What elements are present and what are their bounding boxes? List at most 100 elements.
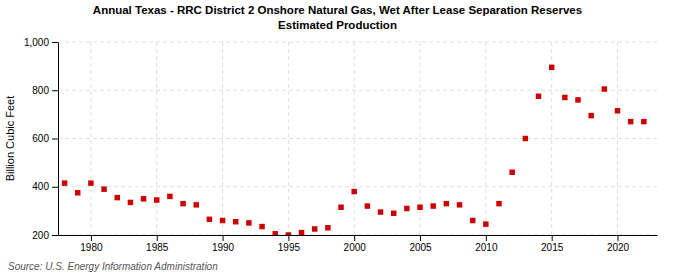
tick-label: 1,000 [24,37,49,48]
tick-label: 1990 [212,242,235,253]
tick-mark [91,235,92,241]
point [457,202,462,207]
point [312,226,317,231]
tick-mark [552,235,553,241]
tick: 2000 [344,235,367,253]
tick-label: 1985 [146,242,169,253]
tick: 1985 [146,235,169,253]
point [128,200,133,205]
point [483,221,488,226]
grid-line [156,42,157,235]
tick: 2010 [475,235,498,253]
tick-label: 2000 [344,242,367,253]
point [523,136,528,141]
tick-label: 200 [32,230,49,241]
point [233,219,238,224]
tick-mark [52,235,58,236]
tick-mark [52,42,58,43]
axis-line [59,235,658,236]
point [75,190,80,195]
point [88,180,93,185]
point [180,201,185,206]
point [470,218,475,223]
point [338,205,343,210]
grid-line [288,42,289,235]
point [536,94,541,99]
tick-mark [420,235,421,241]
point [141,196,146,201]
grid-line [58,138,657,139]
tick-mark [52,139,58,140]
tick-mark [52,90,58,91]
grid [58,42,657,235]
point [154,197,159,202]
tick-mark [157,235,158,241]
grid-line [58,90,657,91]
tick-label: 400 [32,181,49,192]
axis-line [58,43,59,236]
tick-label: 1980 [80,242,103,253]
point [365,203,370,208]
tick-mark [354,235,355,241]
grid-line [58,235,657,236]
tick: 400 [32,181,58,192]
point [496,201,501,206]
tick: 600 [32,133,58,144]
tick: 1990 [212,235,235,253]
grid-line [617,42,618,235]
x-axis: 1980 1985 1990 1995 2000 2005 2010 2015 2020 [59,235,658,253]
point [602,86,607,91]
point [259,224,264,229]
tick: 800 [32,85,58,96]
point [167,194,172,199]
marks [62,65,647,235]
tick-label: 2020 [607,242,630,253]
point [391,211,396,216]
grid-line [551,42,552,235]
tick: 2015 [541,235,564,253]
tick-label: 2010 [475,242,498,253]
tick-mark [288,235,289,241]
point [299,230,304,235]
point [588,113,593,118]
tick: 1995 [278,235,301,253]
plot-area: 1980 1985 1990 1995 2000 2005 2010 2015 2020 200 4… [24,37,658,253]
tick-label: 2015 [541,242,564,253]
point [417,205,422,210]
tick: 2020 [607,235,630,253]
point [62,180,67,185]
tick: 1980 [80,235,103,253]
point [351,189,356,194]
grid-line [354,42,355,235]
tick: 1,000 [24,37,58,48]
grid-line [222,42,223,235]
point [325,225,330,230]
tick-label: 800 [32,85,49,96]
tick-mark [618,235,619,241]
point [628,119,633,124]
point [562,95,567,100]
point [378,209,383,214]
point [509,170,514,175]
point [575,97,580,102]
tick-label: 1995 [278,242,301,253]
point [615,108,620,113]
chart: 1980 1985 1990 1995 2000 2005 2010 2015 2020 200 4… [0,0,675,275]
y-axis: 200 400 600 800 1,000 [24,37,59,241]
point [444,201,449,206]
point [430,203,435,208]
tick-mark [223,235,224,241]
grid-line [58,186,657,187]
point [220,218,225,223]
tick-mark [486,235,487,241]
point [115,195,120,200]
source: Source: U.S. Energy Information Administ… [8,261,218,272]
point [641,119,646,124]
tick-label: 600 [32,133,49,144]
point [193,202,198,207]
title: Annual Texas - RRC District 2 Onshore Na… [93,4,582,31]
y-axis-title: Billion Cubic Feet [4,96,16,182]
tick-label: 2005 [409,242,432,253]
point [549,65,554,70]
grid-line [90,42,91,235]
